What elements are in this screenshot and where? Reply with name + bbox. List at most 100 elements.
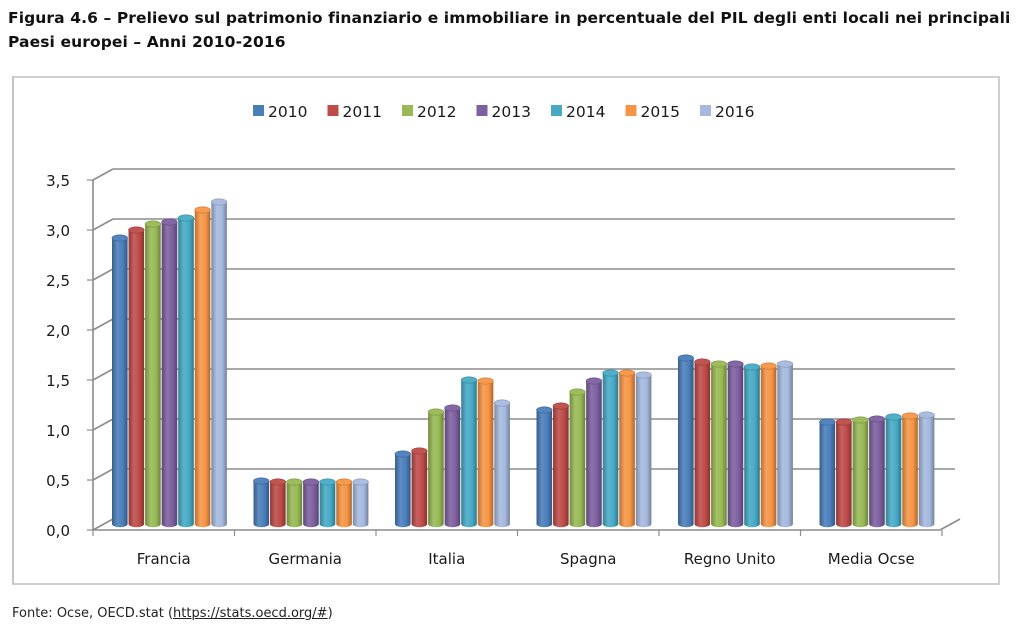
bar — [211, 198, 228, 528]
legend-item-2014: 2014 — [551, 103, 605, 121]
bar — [901, 412, 919, 528]
bar-cap — [585, 377, 603, 385]
bar-cap — [111, 234, 128, 242]
gridline-depth-3 — [92, 368, 114, 381]
legend-swatch — [253, 105, 264, 116]
bar — [111, 234, 128, 528]
chart-frame — [12, 76, 1000, 585]
x-tick-label: Media Ocse — [828, 550, 915, 568]
bar-group-spagna — [536, 369, 652, 528]
y-tick-label: 1,0 — [46, 422, 70, 440]
legend-label: 2016 — [715, 103, 754, 121]
bar — [585, 377, 603, 528]
bar-group-regno-unito — [677, 354, 794, 528]
bar-body — [536, 410, 553, 528]
bar-cap — [901, 412, 919, 420]
bar — [352, 478, 369, 528]
bar-body — [569, 392, 586, 528]
bar-body — [760, 366, 777, 528]
legend-item-2016: 2016 — [700, 103, 754, 121]
legend-swatch — [700, 105, 711, 116]
bar-cap — [835, 418, 852, 426]
bar — [427, 408, 445, 528]
source-link[interactable]: https://stats.oecd.org/# — [173, 606, 328, 621]
bar-body — [286, 482, 303, 528]
bar-cap — [460, 376, 478, 384]
bar — [144, 220, 161, 528]
bar-cap — [211, 198, 228, 206]
bar — [694, 358, 711, 528]
bar — [835, 418, 852, 528]
bar — [177, 214, 195, 528]
bar — [161, 218, 178, 528]
y-axis: 0,0 0,5 1,0 1,5 2,0 2,5 3,0 3,5 — [46, 172, 961, 540]
legend-label: 2013 — [492, 103, 531, 121]
bar-body — [112, 238, 128, 528]
bar — [918, 411, 935, 528]
bar — [444, 404, 461, 528]
bar-cap — [552, 402, 569, 410]
bar — [569, 388, 586, 528]
bar — [253, 477, 270, 528]
bar-body — [869, 419, 885, 528]
bar-cap — [161, 218, 178, 226]
y-tick-label: 3,0 — [46, 222, 70, 240]
gridline-depth-7 — [92, 168, 114, 181]
bar — [394, 450, 411, 528]
bar-body — [744, 367, 760, 528]
bar-cap — [319, 478, 336, 486]
source-prefix: Fonte: Ocse, OECD.stat ( — [12, 606, 174, 621]
legend-item-2011: 2011 — [327, 103, 382, 121]
bar-cap — [394, 450, 411, 458]
bar — [552, 402, 569, 528]
bar-body — [178, 218, 194, 528]
legend-swatch — [625, 105, 637, 116]
bar-body — [128, 230, 145, 528]
bar-body — [852, 420, 869, 528]
bars — [111, 198, 935, 528]
y-tick-label: 0,5 — [46, 472, 70, 490]
source-note: Fonte: Ocse, OECD.stat (https://stats.oe… — [12, 606, 333, 621]
legend-label: 2011 — [343, 103, 382, 121]
bar-cap — [868, 415, 886, 423]
bar — [635, 371, 652, 528]
bar — [319, 478, 336, 528]
bar-body — [211, 202, 227, 528]
bar-body — [395, 454, 411, 528]
bar-group-media-ocse — [819, 411, 935, 528]
y-tick-label: 2,0 — [46, 322, 70, 340]
legend-label: 2012 — [417, 103, 456, 121]
bar-body — [678, 358, 694, 528]
gridlines — [92, 168, 955, 531]
bar-cap — [677, 354, 694, 362]
gridline-depth-2 — [92, 418, 114, 431]
figure-title-line-1: Figura 4.6 – Prelievo sul patrimonio fin… — [8, 9, 1011, 27]
bar-body — [694, 362, 711, 528]
bar-cap — [776, 360, 794, 368]
bar-cap — [819, 418, 836, 426]
bar — [710, 360, 728, 528]
bar — [618, 369, 636, 528]
legend-swatch — [476, 105, 488, 116]
bar-cap — [694, 358, 711, 366]
bar-cap — [144, 220, 161, 228]
bar-cap — [335, 478, 353, 486]
bar-cap — [194, 206, 211, 214]
x-tick-label: Regno Unito — [684, 550, 776, 568]
bar-body — [270, 482, 286, 528]
x-tick-label: Francia — [137, 550, 191, 568]
bar — [868, 415, 886, 528]
bar-cap — [760, 362, 777, 370]
legend-item-2015: 2015 — [625, 103, 680, 121]
bar-cap — [743, 363, 761, 371]
x-tick-label: Italia — [428, 550, 465, 568]
bar — [677, 354, 694, 528]
source-suffix: ) — [327, 606, 333, 621]
bar-cap — [128, 226, 145, 234]
bar-body — [303, 482, 319, 528]
bar — [536, 406, 553, 528]
bar-cap — [352, 478, 369, 486]
bar-cap — [602, 369, 619, 377]
bar — [776, 360, 794, 528]
